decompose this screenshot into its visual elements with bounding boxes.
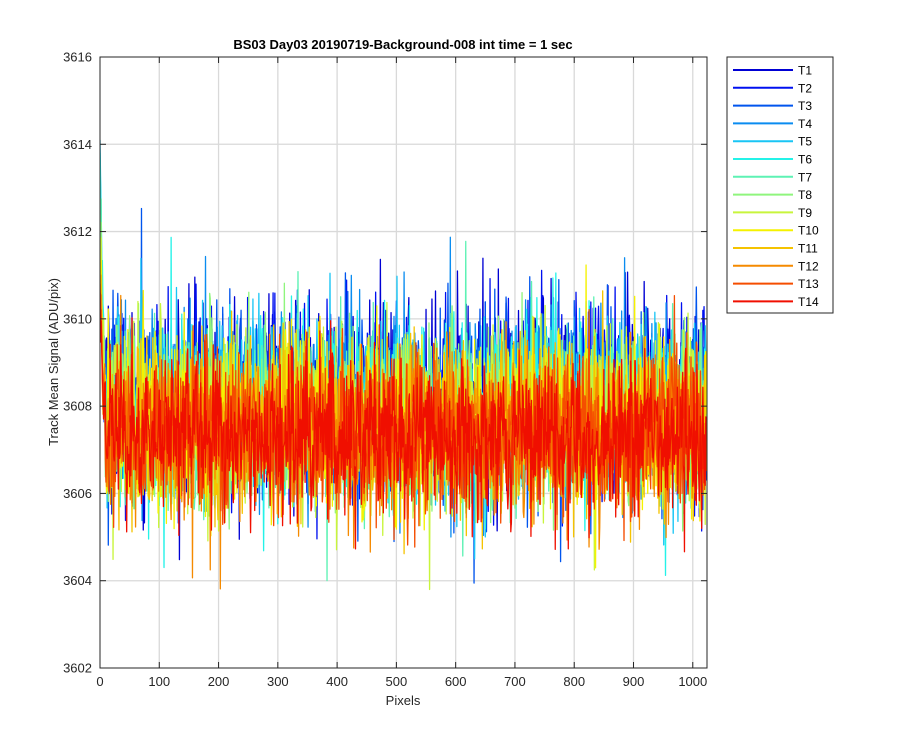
- x-tick-label: 0: [96, 674, 103, 689]
- y-axis-label: Track Mean Signal (ADU/pix): [46, 278, 61, 446]
- y-tick-label: 3612: [63, 224, 92, 239]
- legend-label-t3: T3: [798, 99, 812, 113]
- legend-label-t4: T4: [798, 117, 812, 131]
- x-tick-label: 300: [267, 674, 289, 689]
- x-tick-label: 1000: [678, 674, 707, 689]
- legend-label-t7: T7: [798, 170, 812, 184]
- chart-title: BS03 Day03 20190719-Background-008 int t…: [233, 37, 572, 52]
- legend-label-t13: T13: [798, 277, 819, 291]
- y-tick-label: 3610: [63, 311, 92, 326]
- legend: T1 T2 T3 T4 T5 T6 T7 T8 T9 T10 T11 T12 T13 T14: [726, 56, 834, 314]
- x-axis-label: Pixels: [386, 693, 421, 708]
- y-tick-label: 3602: [63, 661, 92, 676]
- legend-label-t6: T6: [798, 153, 812, 167]
- x-tick-label: 200: [208, 674, 230, 689]
- y-tick-label: 3616: [63, 50, 92, 65]
- plot-frame: [99, 56, 708, 669]
- series-line-t14: [100, 292, 707, 553]
- y-tick-label: 3614: [63, 137, 92, 152]
- x-tick-label: 900: [623, 674, 645, 689]
- x-tick-labels: 0 100 200 300 400 500 600 700 800 900 1000: [96, 674, 707, 689]
- legend-label-t12: T12: [798, 259, 819, 273]
- legend-label-t2: T2: [798, 81, 812, 95]
- x-tick-label: 400: [326, 674, 348, 689]
- x-tick-label: 800: [563, 674, 585, 689]
- y-tick-label: 3606: [63, 486, 92, 501]
- y-tick-labels: 3602 3604 3606 3608 3610 3612 3614 3616: [63, 50, 92, 676]
- legend-label-t1: T1: [798, 64, 812, 78]
- ticks: [99, 56, 707, 669]
- x-tick-label: 500: [386, 674, 408, 689]
- x-tick-label: 600: [445, 674, 467, 689]
- legend-label-t8: T8: [798, 188, 812, 202]
- x-tick-label: 700: [504, 674, 526, 689]
- legend-label-t5: T5: [798, 135, 812, 149]
- legend-box: [726, 56, 834, 314]
- x-tick-label: 100: [148, 674, 170, 689]
- legend-label-t10: T10: [798, 224, 819, 238]
- series-lines: [100, 139, 707, 591]
- legend-label-t11: T11: [798, 242, 818, 256]
- y-tick-label: 3604: [63, 573, 92, 588]
- legend-label-t9: T9: [798, 206, 812, 220]
- legend-label-t14: T14: [798, 295, 819, 309]
- y-tick-label: 3608: [63, 399, 92, 414]
